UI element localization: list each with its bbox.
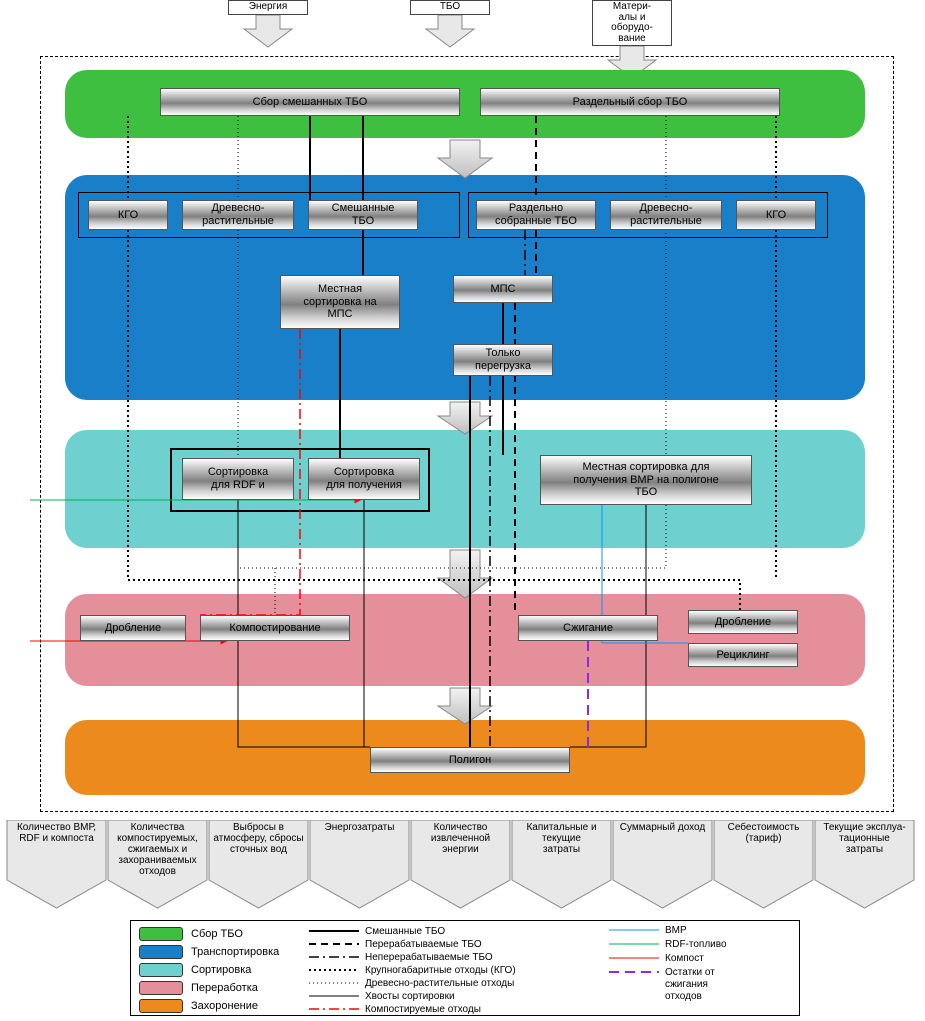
- legend-line: Хвосты сортировки: [309, 990, 609, 1003]
- output-label: Капитальные и текущие затраты: [513, 822, 610, 855]
- output-label: Количество ВМР, RDF и компоста: [8, 822, 105, 844]
- legend-line-label: Древесно-растительные отходы: [365, 978, 514, 989]
- legend-line-label: ВМР: [665, 925, 687, 937]
- node-kgo_l: КГО: [88, 200, 168, 230]
- legend-stage: Транспортировка: [139, 943, 309, 961]
- legend-line: RDF-топливо: [609, 939, 789, 951]
- node-local_sort_mps: Местная сортировка на МПС: [280, 275, 400, 329]
- legend-stage: Захоронение: [139, 997, 309, 1015]
- output-out2: Количества компостируемых, сжигаемых и з…: [107, 818, 208, 916]
- node-collect_sep: Раздельный сбор ТБО: [480, 88, 780, 116]
- output-out5: Количество извлеченной энергии: [410, 818, 511, 916]
- node-sort_get: Сортировка для получения: [308, 458, 420, 500]
- legend-line: Древесно-растительные отходы: [309, 977, 609, 990]
- legend: Сбор ТБО Транспортировка Сортировка Перераб…: [130, 920, 800, 1016]
- input-in-mat: Матери- алы и оборудо- вание: [592, 0, 672, 80]
- legend-line: Перерабатываемые ТБО: [309, 938, 609, 951]
- output-label: Количество извлеченной энергии: [412, 822, 509, 855]
- node-crush_r: Дробление: [688, 610, 798, 634]
- output-out7: Суммарный доход: [612, 818, 713, 916]
- legend-line-label: Перерабатываемые ТБО: [365, 939, 482, 950]
- legend-stage: Сбор ТБО: [139, 925, 309, 943]
- output-label: Выбросы в атмосферу, сбросы сточных вод: [210, 822, 307, 855]
- node-burn: Сжигание: [518, 615, 658, 641]
- legend-line-label: Компост: [665, 953, 704, 965]
- node-kgo_r: КГО: [736, 200, 816, 230]
- legend-line: Смешанные ТБО: [309, 925, 609, 938]
- legend-stage-label: Захоронение: [191, 1000, 258, 1012]
- node-collect_mixed: Сбор смешанных ТБО: [160, 88, 460, 116]
- legend-stage-label: Транспортировка: [191, 946, 279, 958]
- input-label: ТБО: [410, 0, 490, 15]
- legend-line: Компостируемые отходы: [309, 1003, 609, 1016]
- node-sort_local_bmp: Местная сортировка для получения ВМР на …: [540, 455, 752, 505]
- legend-stage-label: Сортировка: [191, 964, 251, 976]
- legend-line-label: Компостируемые отходы: [365, 1004, 481, 1015]
- input-in-tbo: ТБО: [410, 0, 490, 49]
- output-label: Суммарный доход: [614, 822, 711, 833]
- input-in-energy: Энергия: [228, 0, 308, 49]
- output-label: Текущие эксплуа- тационные затраты: [816, 822, 913, 855]
- legend-stage-label: Переработка: [191, 982, 258, 994]
- legend-line: ВМР: [609, 925, 789, 937]
- legend-line: Остатки от сжигания отходов: [609, 967, 789, 1003]
- legend-stage: Сортировка: [139, 961, 309, 979]
- legend-line-label: Остатки от сжигания отходов: [665, 967, 715, 1003]
- node-mps: МПС: [453, 275, 553, 303]
- output-out1: Количество ВМР, RDF и компоста: [6, 818, 107, 916]
- output-out3: Выбросы в атмосферу, сбросы сточных вод: [208, 818, 309, 916]
- output-out4: Энергозатраты: [309, 818, 410, 916]
- node-sort_rdf: Сортировка для RDF и: [182, 458, 294, 500]
- input-label: Энергия: [228, 0, 308, 15]
- legend-line-label: RDF-топливо: [665, 939, 727, 951]
- legend-line: Неперерабатываемые ТБО: [309, 951, 609, 964]
- node-recycling: Рециклинг: [688, 643, 798, 667]
- node-mixed_tbo: Смешанные ТБО: [308, 200, 418, 230]
- legend-line-label: Неперерабатываемые ТБО: [365, 952, 493, 963]
- output-label: Количества компостируемых, сжигаемых и з…: [109, 822, 206, 877]
- node-wood_l: Древесно- растительные: [182, 200, 294, 230]
- node-reload: Только перегрузка: [453, 344, 553, 376]
- node-crush_l: Дробление: [80, 615, 186, 641]
- legend-stage-label: Сбор ТБО: [191, 928, 243, 940]
- node-wood_r: Древесно- растительные: [610, 200, 722, 230]
- input-label: Матери- алы и оборудо- вание: [592, 0, 672, 46]
- legend-stage: Переработка: [139, 979, 309, 997]
- legend-line-label: Смешанные ТБО: [365, 926, 445, 937]
- legend-line: Крупногабаритные отходы (КГО): [309, 964, 609, 977]
- output-out9: Текущие эксплуа- тационные затраты: [814, 818, 915, 916]
- node-composting: Компостирование: [200, 615, 350, 641]
- output-out8: Себестоимость (тариф): [713, 818, 814, 916]
- node-sep_tbo: Раздельно собранные ТБО: [476, 200, 596, 230]
- legend-line-label: Хвосты сортировки: [365, 991, 455, 1002]
- output-label: Энергозатраты: [311, 822, 408, 833]
- output-out6: Капитальные и текущие затраты: [511, 818, 612, 916]
- legend-line-label: Крупногабаритные отходы (КГО): [365, 965, 516, 976]
- node-landfill: Полигон: [370, 747, 570, 773]
- output-label: Себестоимость (тариф): [715, 822, 812, 844]
- legend-line: Компост: [609, 953, 789, 965]
